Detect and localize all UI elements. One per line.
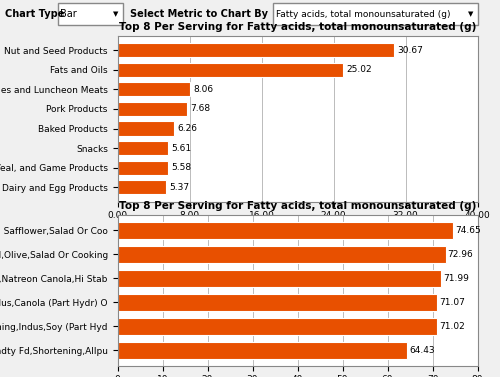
Bar [118,294,438,311]
Bar [118,63,342,77]
Text: 8.06: 8.06 [194,85,214,94]
Text: ▼: ▼ [468,11,473,17]
Title: Top 8 Per Serving for Fatty acids, total monounsaturated (g): Top 8 Per Serving for Fatty acids, total… [119,201,476,211]
Text: 7.68: 7.68 [190,104,210,113]
Text: 30.67: 30.67 [397,46,423,55]
Text: Chart Type: Chart Type [5,9,64,19]
Bar [118,161,168,175]
Text: 71.99: 71.99 [444,274,469,283]
Text: ▼: ▼ [112,11,118,17]
Title: Top 8 Per Serving for Fatty acids, total monounsaturated (g): Top 8 Per Serving for Fatty acids, total… [119,22,476,32]
FancyBboxPatch shape [58,3,122,25]
Bar [118,246,446,263]
Text: 72.96: 72.96 [448,250,473,259]
FancyBboxPatch shape [272,3,478,25]
Bar [118,141,168,155]
Text: Bar: Bar [60,9,77,19]
Text: 5.58: 5.58 [172,163,192,172]
Text: 64.43: 64.43 [409,346,435,355]
Bar [118,270,442,287]
Text: 71.02: 71.02 [439,322,464,331]
Bar [118,102,186,116]
X-axis label: Avg: Avg [287,223,308,233]
Bar [118,317,437,335]
Bar [118,121,174,136]
Text: 6.26: 6.26 [178,124,198,133]
Bar [118,222,454,239]
Text: Select Metric to Chart By: Select Metric to Chart By [130,9,268,19]
Text: Fatty acids, total monounsaturated (g): Fatty acids, total monounsaturated (g) [276,10,450,18]
Text: 5.61: 5.61 [172,144,192,153]
Bar [118,43,394,57]
Bar [118,83,190,97]
Bar [118,342,408,359]
Text: 74.65: 74.65 [455,226,481,235]
Text: 25.02: 25.02 [346,66,372,74]
Text: 5.37: 5.37 [170,182,190,192]
Bar [118,180,166,194]
Text: 71.07: 71.07 [439,298,465,307]
